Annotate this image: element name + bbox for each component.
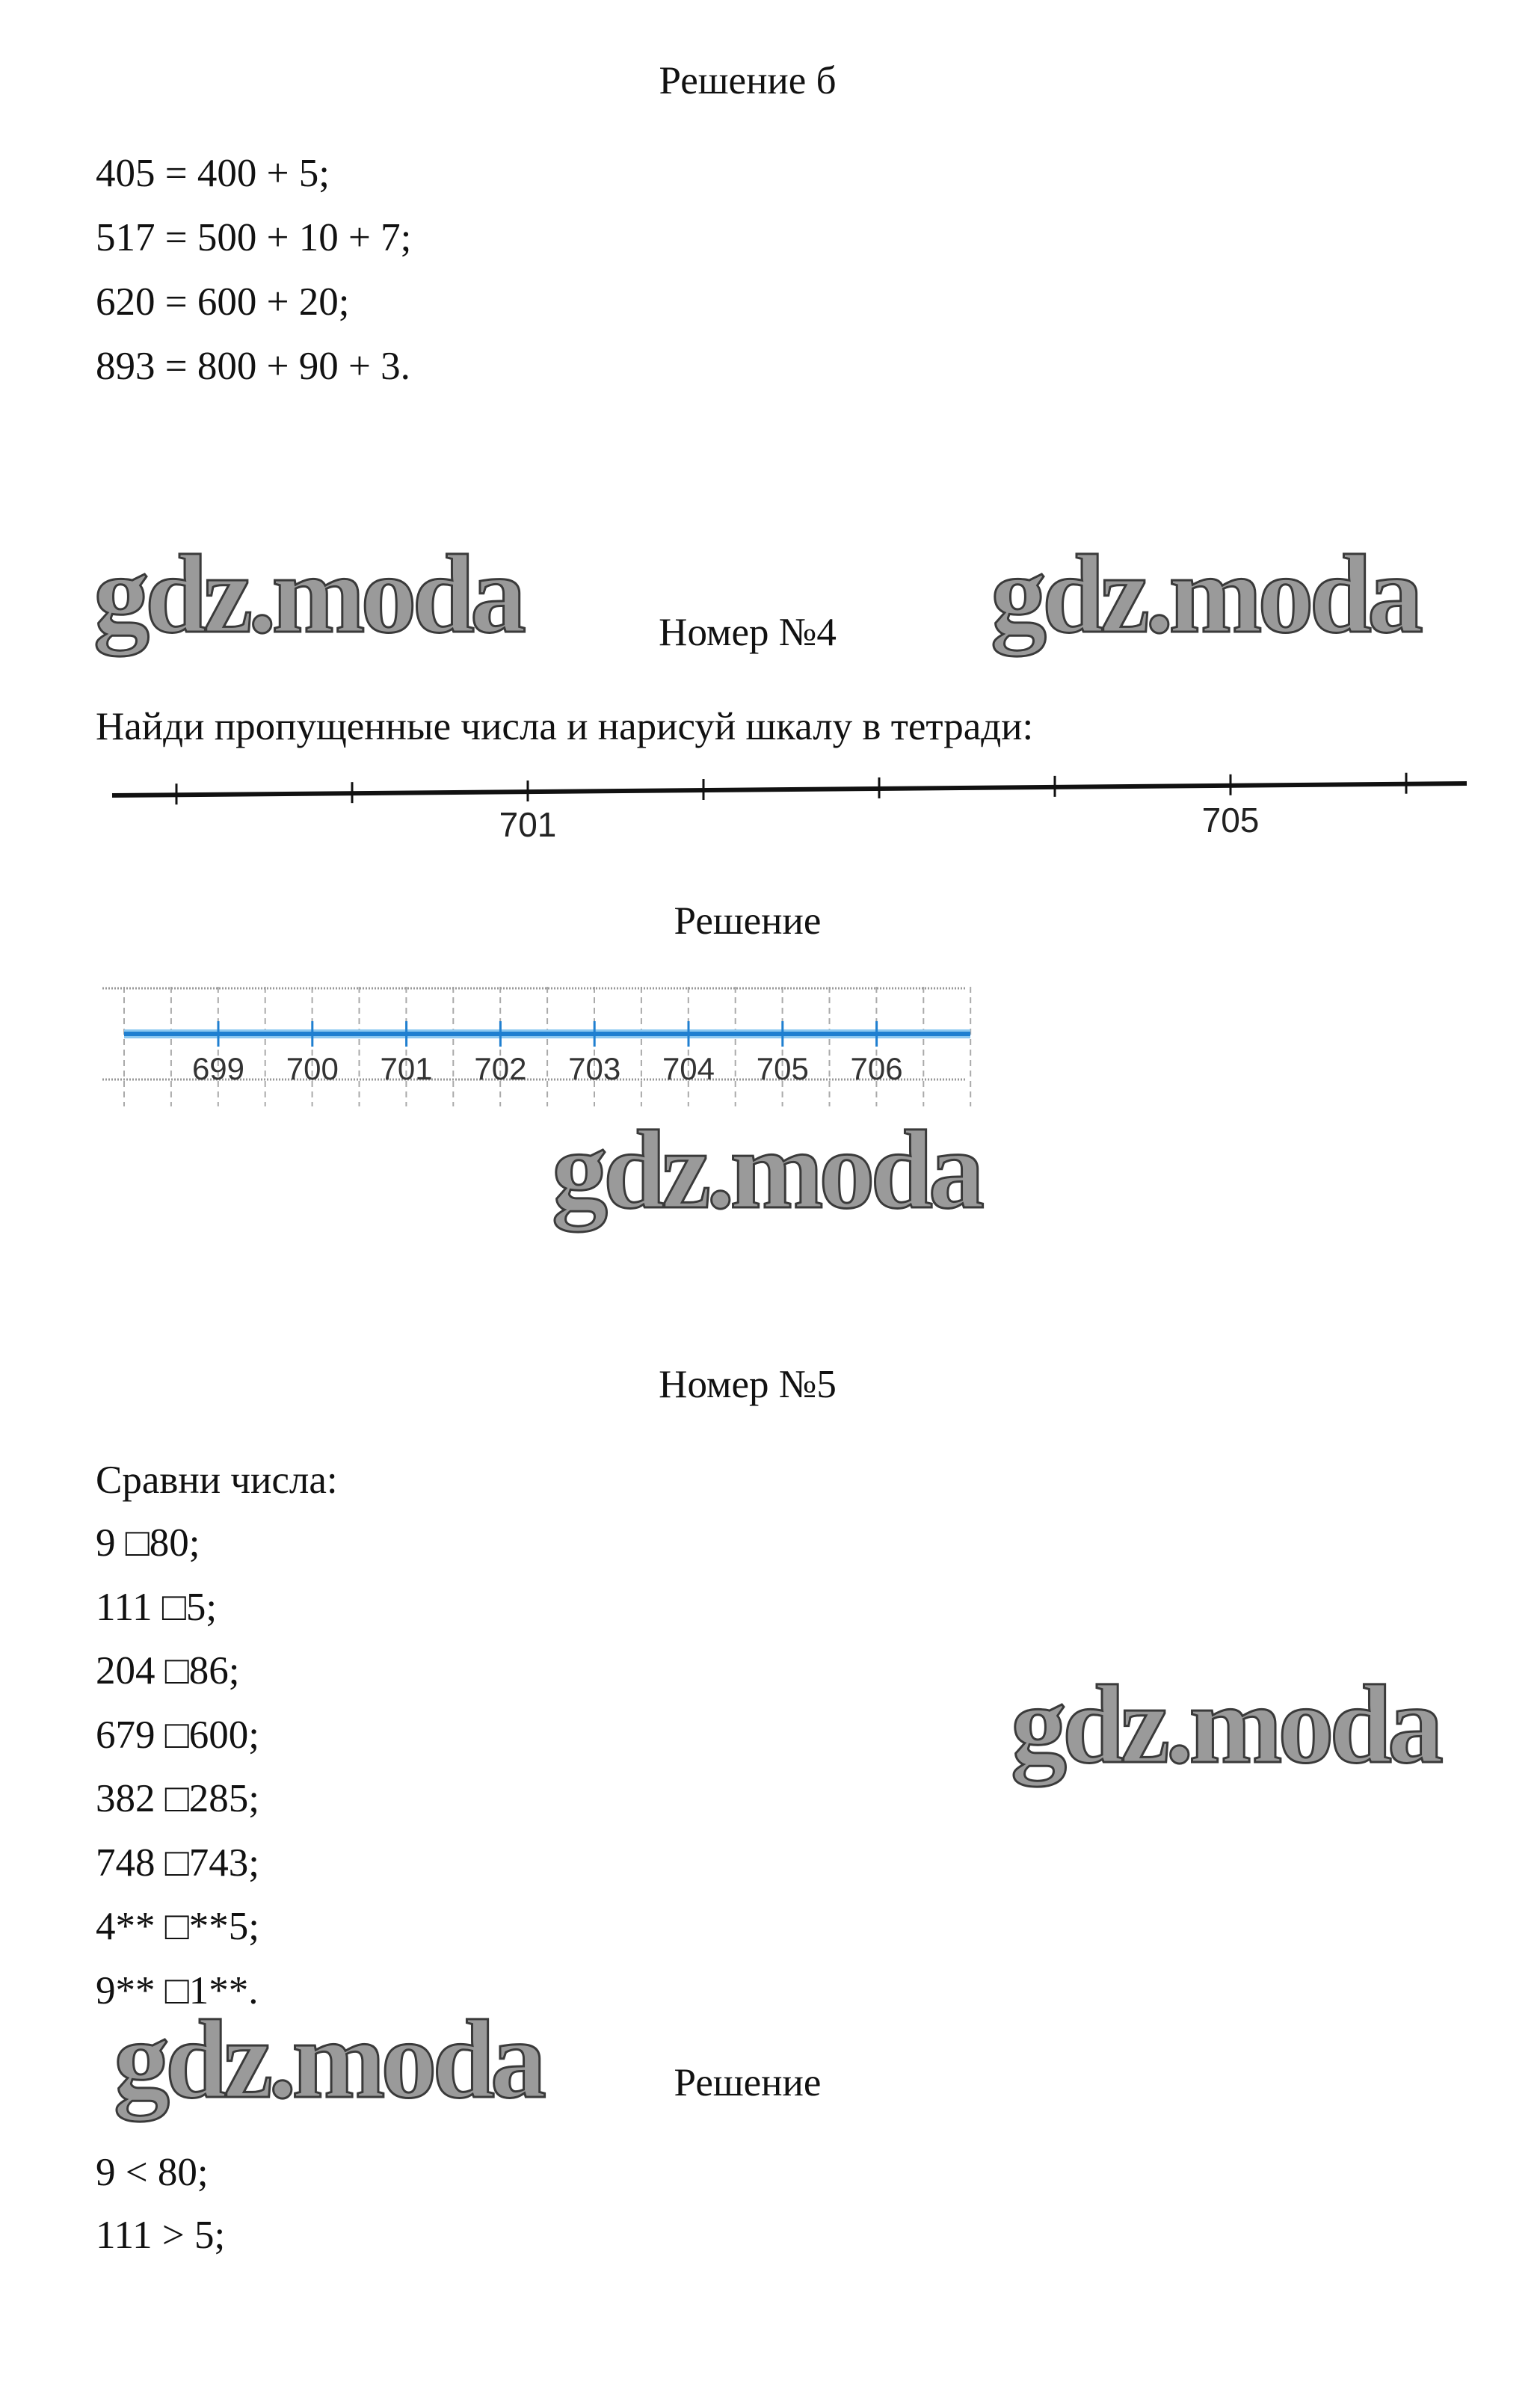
watermark: gdz.moda	[113, 1998, 548, 2122]
tick-label: 701	[381, 1051, 433, 1086]
tick-label: 704	[662, 1051, 715, 1086]
number-line-solution: 699 700 701 702 703 704 705 706	[102, 987, 972, 1106]
task5-prompt: Сравни числа:	[96, 1459, 338, 1502]
tick-label: 705	[1202, 801, 1260, 840]
task4-solution-title: Решение	[674, 899, 822, 943]
tick-label: 702	[474, 1051, 526, 1086]
compare-item: 204 □86;	[96, 1649, 240, 1693]
task5-title: Номер №5	[659, 1363, 837, 1406]
compare-item: 748 □743;	[96, 1841, 259, 1885]
equation-line: 405 = 400 + 5;	[96, 152, 330, 195]
number-line-task: 701 705	[111, 772, 1467, 844]
equation-line: 517 = 500 + 10 + 7;	[96, 216, 412, 259]
watermark: gdz.moda	[551, 1108, 986, 1232]
task4-prompt: Найди пропущенные числа и нарисуй шкалу …	[96, 705, 1034, 748]
compare-item: 679 □600;	[96, 1713, 259, 1757]
tick-label: 703	[568, 1051, 620, 1086]
tick-label: 699	[192, 1051, 244, 1086]
watermark: gdz.moda	[990, 532, 1425, 656]
compare-item: 4** □**5;	[96, 1905, 259, 1948]
compare-item: 111 □5;	[96, 1585, 218, 1629]
compare-item: 9** □1**.	[96, 1968, 259, 2012]
axis-line	[111, 781, 1467, 798]
watermark: gdz.moda	[93, 532, 528, 656]
equation-line: 893 = 800 + 90 + 3.	[96, 345, 410, 388]
solution-b-title: Решение б	[659, 59, 837, 102]
task4-title: Номер №4	[659, 611, 837, 654]
tick-label: 701	[499, 805, 557, 844]
compare-item: 9 □80;	[96, 1521, 200, 1565]
tick-label: 705	[757, 1051, 809, 1086]
watermark: gdz.moda	[1010, 1663, 1445, 1787]
equation-line: 620 = 600 + 20;	[96, 280, 350, 324]
task5-solution-title: Решение	[674, 2061, 822, 2104]
tick-label: 706	[851, 1051, 903, 1086]
compare-item: 382 □285;	[96, 1777, 259, 1820]
solution-line: 111 > 5;	[96, 2214, 226, 2257]
tick-label: 700	[286, 1051, 339, 1086]
solution-line: 9 < 80;	[96, 2151, 209, 2194]
